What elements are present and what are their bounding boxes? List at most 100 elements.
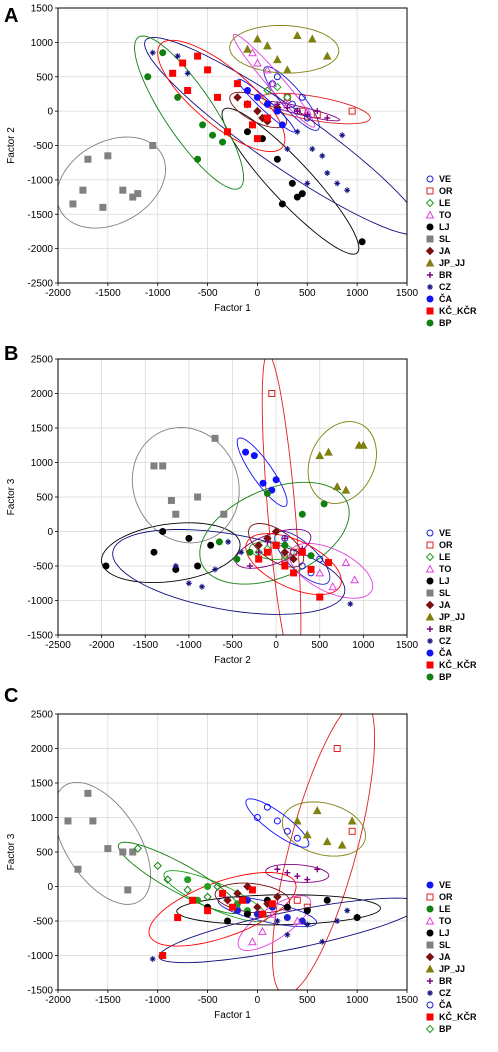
data-point-LJ: [194, 562, 202, 570]
data-point-LJ: [288, 179, 296, 187]
data-point-BR: [314, 866, 321, 873]
data-point-JP_JJ: [253, 34, 262, 43]
legend-marker-CZ: [427, 638, 433, 644]
data-point-SL: [194, 493, 202, 501]
y-axis-title: Factor 2: [6, 127, 17, 164]
data-point-BP: [183, 885, 192, 895]
data-point-CZ: [172, 563, 179, 569]
data-point-LJ: [150, 548, 158, 556]
data-point-SL: [74, 865, 82, 873]
x-tick-label: -500: [198, 995, 218, 1006]
x-axis-title: Factor 1: [214, 303, 251, 314]
x-tick-label: -2000: [89, 640, 115, 651]
data-point-JP_JJ: [283, 65, 292, 74]
y-tick-label: -2000: [27, 244, 53, 255]
data-point-KČ_KČR: [229, 903, 236, 911]
data-point-ČA: [250, 452, 258, 460]
data-point-ČA: [259, 479, 267, 487]
confidence-ellipse-JP_JJ: [307, 421, 377, 504]
data-point-BP: [246, 548, 254, 556]
data-point-CZ: [185, 580, 192, 587]
data-point-BP: [298, 510, 306, 518]
legend-marker-LE: [425, 198, 435, 208]
data-point-CZ: [225, 538, 232, 545]
confidence-ellipse-OR: [271, 714, 376, 990]
data-point-TO: [292, 916, 302, 925]
data-point-CZ: [174, 53, 181, 60]
data-point-JP_JJ: [292, 816, 302, 825]
legend-label-BR: BR: [439, 624, 452, 634]
data-point-CZ: [334, 180, 341, 187]
data-point-ČA: [273, 107, 281, 115]
data-point-JP_JJ: [302, 830, 312, 839]
data-point-BP: [307, 552, 315, 560]
data-point-LJ: [283, 903, 291, 911]
data-point-JA: [271, 527, 281, 536]
data-point-SL: [172, 510, 180, 518]
y-tick-label: 2500: [31, 355, 54, 366]
data-point-VE: [298, 562, 306, 570]
data-point-BP: [219, 138, 227, 146]
data-point-TO: [268, 909, 277, 918]
data-point-SL: [124, 886, 132, 894]
data-point-CZ: [212, 566, 219, 573]
legend-label-BP: BP: [439, 318, 452, 328]
legend-label-CZ: CZ: [439, 282, 451, 292]
legend-label-KČ_KČR: KČ_KČR: [439, 659, 477, 670]
legend-label-KČ_KČR: KČ_KČR: [439, 305, 477, 316]
data-point-BR: [274, 101, 281, 108]
data-point-LE: [263, 86, 272, 95]
data-point-BP: [213, 882, 222, 891]
y-tick-label: -1500: [27, 631, 53, 642]
data-point-SL: [64, 817, 72, 825]
scatter-panel-a: -2000 -1500 -1000 -500 0 500 1000 1500 1500 1000 5…: [6, 4, 477, 329]
data-point-KČ_KČR: [316, 593, 324, 601]
data-point-TO: [248, 937, 257, 946]
data-point-JP_JJ: [347, 816, 357, 825]
x-axis-title: Factor 2: [214, 655, 251, 666]
y-tick-label: 2000: [31, 389, 54, 400]
data-point-KČ_KČR: [243, 100, 251, 108]
data-point-BR: [281, 535, 288, 542]
data-point-VE: [298, 93, 306, 101]
legend-marker-BP: [425, 1024, 435, 1034]
legend-label-ČA: ČA: [439, 293, 452, 304]
x-tick-label: 0: [255, 288, 261, 299]
legend-marker-LJ: [426, 223, 434, 231]
data-point-SL: [149, 142, 157, 149]
data-point-TO: [350, 575, 359, 584]
data-point-KČ_KČR: [255, 555, 263, 563]
data-point-LJ: [353, 914, 361, 922]
data-point-SL: [159, 462, 167, 470]
data-point-JP_JJ: [337, 840, 347, 849]
data-point-SL: [119, 186, 127, 194]
confidence-ellipse-LJ: [176, 894, 381, 926]
data-point-LJ: [102, 562, 110, 570]
data-point-CZ: [304, 180, 311, 187]
y-tick-label: -1500: [27, 210, 53, 221]
data-point-BR: [314, 108, 321, 115]
data-point-JP_JJ: [322, 837, 332, 846]
y-tick-label: -1000: [27, 951, 53, 962]
data-point-JA: [223, 896, 232, 905]
data-point-ČA: [283, 827, 291, 835]
data-point-SL: [104, 152, 112, 160]
y-tick-label: 2000: [31, 744, 54, 755]
data-point-JP_JJ: [322, 51, 332, 60]
data-point-OR: [293, 896, 301, 904]
confidence-ellipse-OR: [258, 92, 371, 125]
legend-label-JA: JA: [439, 600, 451, 610]
data-point-JP_JJ: [307, 34, 317, 43]
legend-label-BR: BR: [439, 976, 452, 986]
data-point-OR: [348, 827, 356, 835]
legend-marker-VE: [426, 529, 434, 537]
legend-marker-LJ: [426, 577, 434, 585]
legend-marker-CZ: [427, 284, 433, 290]
data-point-CZ: [339, 132, 346, 139]
legend-marker-SL: [426, 589, 434, 597]
data-point-SL: [84, 789, 92, 797]
y-tick-label: 1000: [31, 458, 54, 469]
x-tick-label: 1500: [396, 995, 419, 1006]
